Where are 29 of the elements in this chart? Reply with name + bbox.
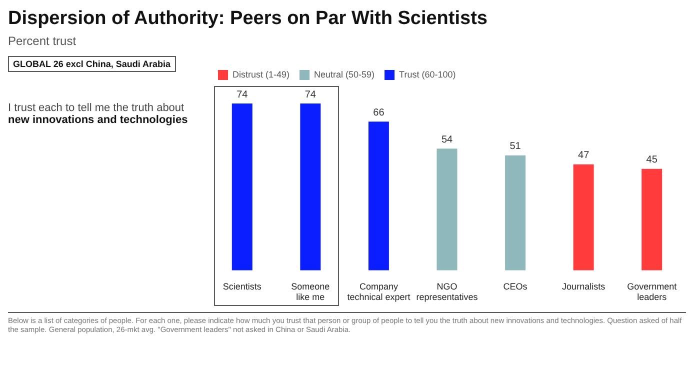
x-tick-label: Government leaders bbox=[627, 281, 678, 302]
legend-label: Neutral (50-59) bbox=[314, 69, 375, 80]
x-tick-label: Someone like me bbox=[291, 281, 330, 302]
bar bbox=[436, 148, 458, 270]
x-tick-label: CEOs bbox=[503, 281, 528, 292]
legend-label: Distrust (1-49) bbox=[232, 69, 290, 80]
text: I trust each to tell me the truth about bbox=[8, 102, 186, 114]
bar bbox=[573, 164, 594, 270]
x-tick-label: Company technical expert bbox=[347, 281, 411, 302]
data-label: 54 bbox=[441, 134, 453, 146]
text: new innovations and technologies bbox=[8, 114, 189, 126]
chart-title: Dispersion of Authority: Peers on Par With Scientists bbox=[8, 8, 488, 30]
bar bbox=[505, 155, 526, 270]
bar bbox=[642, 168, 662, 270]
bar bbox=[232, 104, 252, 270]
text: Percent trust bbox=[8, 34, 78, 48]
x-tick-label: Journalists bbox=[562, 281, 606, 292]
data-label: 51 bbox=[510, 141, 522, 152]
data-label: 45 bbox=[646, 154, 658, 166]
bar bbox=[368, 122, 389, 270]
legend-label: Trust (60-100) bbox=[399, 69, 456, 80]
data-label: 47 bbox=[578, 150, 590, 162]
data-label: 74 bbox=[304, 89, 316, 100]
data-label: 66 bbox=[373, 107, 385, 118]
x-tick-label: Scientists bbox=[222, 281, 262, 292]
data-label: 74 bbox=[236, 89, 248, 100]
text: GLOBAL 26 excl China, Saudi Arabia bbox=[8, 56, 176, 72]
x-tick-label: NGO representatives bbox=[416, 281, 478, 302]
bar bbox=[300, 104, 321, 270]
